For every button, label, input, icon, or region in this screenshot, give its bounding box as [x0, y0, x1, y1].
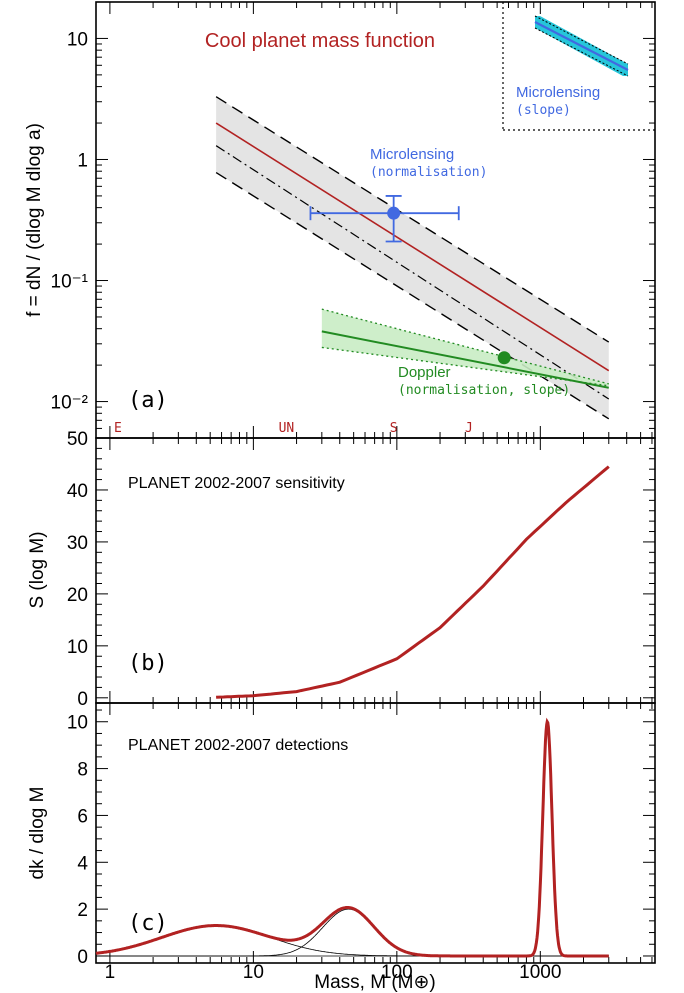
panel-c-label: (c) [128, 911, 168, 936]
detection-component-3 [96, 720, 609, 957]
detections-curve [95, 717, 609, 958]
sensitivity-curve [216, 465, 610, 699]
panel-b-ytick-label: 0 [77, 689, 88, 710]
inset-label: Microlensing [516, 84, 600, 101]
detection-component-1 [95, 925, 609, 957]
mass-marker-s: S [390, 421, 398, 436]
lower-bound-line [215, 171, 610, 420]
confidence-band [216, 96, 609, 419]
panel-a-ytick-label: 10⁻¹ [51, 272, 89, 293]
panel-a-label: (a) [128, 388, 168, 413]
doppler-sublabel: (normalisation, slope) [398, 383, 570, 398]
best-fit-line [215, 122, 610, 372]
inset-sublabel: (slope) [516, 103, 571, 118]
panel-c: 1 10 100 1000 0 2 4 6 8 10 [67, 703, 655, 983]
inset-band-lower [534, 27, 629, 77]
microlensing-point [387, 206, 401, 220]
panel-c-ylabel: dk / dlog M [27, 787, 48, 880]
x-tick-label: 10 [243, 962, 264, 983]
x-tick-label: 1000 [519, 962, 561, 983]
alternative-fit-line [215, 145, 610, 400]
panel-c-ytick-label: 8 [77, 760, 88, 781]
panel-a-ytick-label: 10 [67, 29, 88, 50]
mass-marker-j: J [465, 421, 473, 436]
panel-b-ytick-label: 50 [67, 429, 88, 450]
panel-c-title: PLANET 2002-2007 detections [128, 737, 348, 754]
panel-c-ytick-label: 2 [77, 900, 88, 921]
panel-c-ytick-label: 6 [77, 806, 88, 827]
panel-c-frame [95, 702, 656, 964]
panel-a-ytick-label: 10⁻² [51, 393, 89, 414]
x-tick-label: 100 [381, 962, 413, 983]
panel-b: 0 10 20 30 40 50 [67, 429, 655, 710]
panel-b-ytick-label: 10 [67, 637, 88, 658]
inset-band-upper [534, 15, 629, 65]
panel-b-ytick-label: 40 [67, 481, 88, 502]
microlensing-label: Microlensing [370, 146, 454, 163]
panel-a-title: Cool planet mass function [205, 30, 435, 52]
panel-b-ytick-label: 20 [67, 585, 88, 606]
doppler-fit-line [321, 330, 609, 389]
panel-b-label: (b) [128, 651, 168, 676]
doppler-label: Doppler [398, 364, 451, 381]
x-axis-label: Mass, M (M⊕) [314, 972, 435, 993]
x-tick-label: 1 [105, 962, 116, 983]
doppler-lower [321, 346, 609, 387]
panel-c-ytick-label: 4 [77, 853, 88, 874]
panel-c-ytick-label: 0 [77, 947, 88, 968]
panel-b-ytick-label: 30 [67, 533, 88, 554]
panel-a-ylabel: f = dN / (dlog M dlog a) [24, 123, 45, 317]
panel-b-title: PLANET 2002-2007 sensitivity [128, 475, 345, 492]
microlensing-sublabel: (normalisation) [370, 165, 487, 180]
upper-bound-line [215, 96, 610, 343]
doppler-band [321, 309, 609, 386]
mass-marker-e: E [114, 421, 122, 436]
panel-b-ylabel: S (log M) [27, 531, 48, 608]
mass-marker-un: UN [279, 421, 295, 436]
panel-a-ytick-label: 1 [77, 150, 88, 171]
inset-slope-line [534, 21, 629, 71]
panel-a: 10⁻² 10⁻¹ 1 10 E UN S J [51, 1, 655, 439]
panel-c-ytick-label: 10 [67, 713, 88, 734]
doppler-point [497, 351, 511, 365]
